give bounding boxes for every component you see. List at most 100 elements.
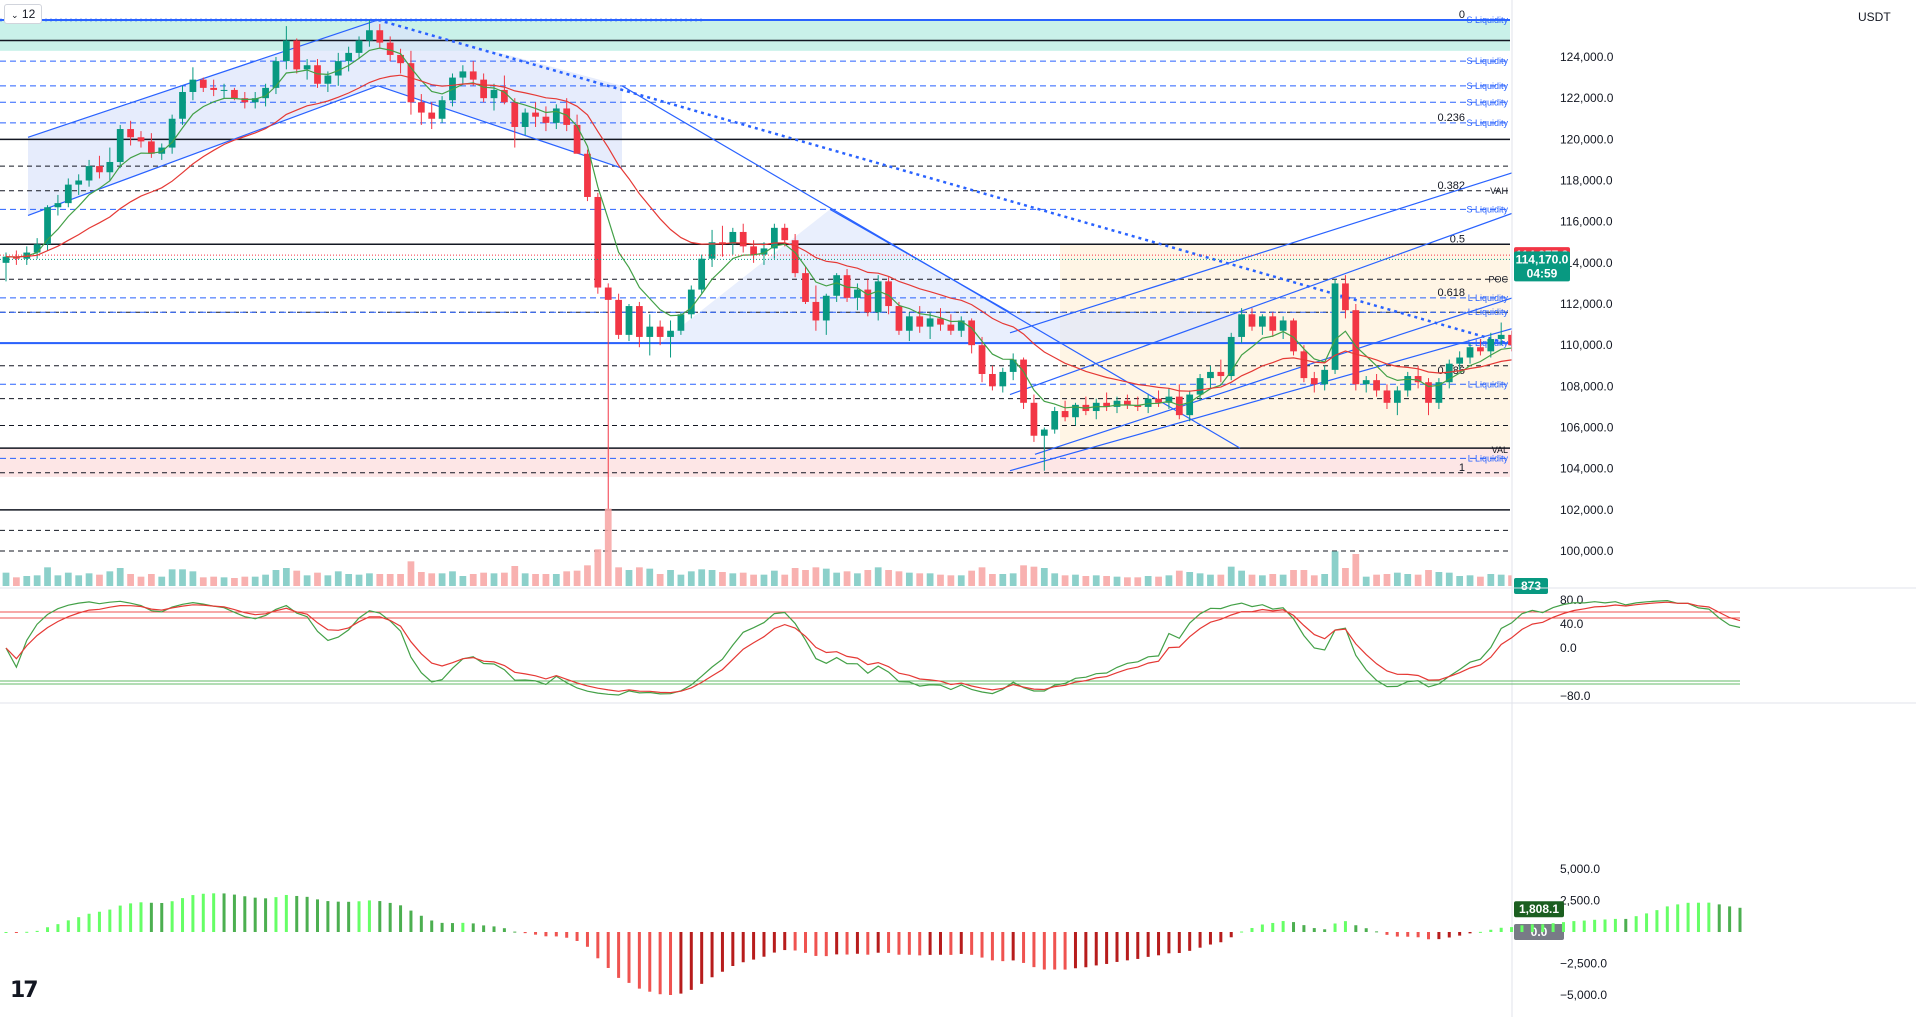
volume-bar	[1175, 570, 1183, 586]
candle	[698, 254, 706, 294]
histogram-bar	[461, 922, 465, 932]
histogram-bar	[56, 924, 60, 932]
candle	[480, 73, 488, 103]
histogram-bar	[1385, 932, 1389, 935]
volume-bar	[314, 572, 321, 586]
candle-body	[355, 40, 363, 53]
volume-bar	[1020, 565, 1027, 586]
histogram-bar	[492, 926, 496, 932]
candle-body	[407, 63, 415, 103]
histogram-bar	[35, 930, 39, 932]
price-axis-bg	[1512, 0, 1916, 1017]
volume-bar	[874, 567, 882, 586]
volume-bar	[324, 575, 332, 586]
candle-body	[667, 330, 674, 337]
candle-body	[469, 71, 477, 80]
candle	[1383, 384, 1391, 409]
volume-bar	[760, 574, 768, 586]
candle-body	[729, 231, 737, 245]
volume-bar	[916, 573, 924, 586]
candle	[687, 285, 695, 319]
price-tick-label: 106,000.0	[1560, 421, 1614, 435]
candle-body	[272, 61, 280, 88]
candle	[75, 174, 83, 195]
tradingview-logo-icon: 17	[10, 978, 39, 1003]
hist-tick-label: 5,000.0	[1560, 862, 1600, 876]
candle-body	[480, 79, 488, 99]
candle-body	[1165, 396, 1173, 403]
candle-body	[334, 61, 342, 76]
volume-bar	[854, 573, 861, 586]
candle	[1445, 359, 1453, 389]
histogram-bar	[1188, 932, 1192, 951]
volume-bar	[1456, 576, 1464, 586]
histogram-bar	[1312, 928, 1316, 932]
histogram-bar	[1696, 902, 1700, 932]
candle	[210, 79, 218, 97]
trend-line	[377, 18, 1881, 452]
candle-body	[1186, 394, 1194, 416]
candle	[376, 24, 384, 49]
candle	[272, 57, 280, 95]
histogram-bar	[1073, 932, 1077, 969]
candle-body	[1497, 334, 1505, 339]
price-tick-label: 110,000.0	[1560, 338, 1613, 352]
candle	[355, 36, 363, 60]
histogram-bar	[1219, 932, 1223, 943]
volume-bar	[770, 570, 778, 586]
histogram-bar	[399, 905, 403, 932]
price-tick-label: 114,000.0	[1560, 256, 1613, 270]
candle-body	[1342, 283, 1349, 311]
volume-bar	[968, 570, 976, 586]
interval-button[interactable]: ⌄ 12	[4, 4, 43, 24]
candle-body	[989, 373, 996, 387]
histogram-bar	[1136, 932, 1140, 959]
volume-bar	[1497, 574, 1505, 586]
candle-body	[698, 258, 706, 290]
histogram-bar	[1302, 925, 1306, 932]
candle	[293, 38, 301, 74]
candle	[459, 65, 467, 84]
volume-bar	[272, 570, 280, 586]
volume-bar	[1061, 575, 1069, 586]
candle-body	[1331, 283, 1339, 370]
candle-body	[781, 227, 789, 241]
histogram-bar	[212, 893, 216, 932]
volume-bar	[13, 577, 20, 586]
volume-bar	[231, 578, 238, 586]
candle-body	[251, 98, 259, 103]
volume-bar	[989, 574, 996, 586]
price-tick-label: 118,000.0	[1560, 174, 1613, 188]
candle	[532, 102, 539, 127]
candle	[656, 320, 664, 346]
volume-bar	[2, 572, 10, 586]
liquidity-label: S Liquidity	[1466, 15, 1508, 25]
volume-bar	[1207, 574, 1214, 586]
candle	[1425, 378, 1432, 416]
candle-body	[168, 118, 176, 148]
histogram-bar	[232, 894, 236, 932]
volume-bar	[355, 574, 363, 586]
candle-body	[220, 89, 228, 91]
volume-bar	[957, 575, 965, 586]
profile-label: VAL	[1492, 445, 1508, 455]
candle-body	[1238, 314, 1245, 337]
volume-bar	[1040, 568, 1048, 586]
volume-bar	[1466, 575, 1474, 586]
candle-body	[594, 196, 602, 288]
candle	[1248, 308, 1256, 331]
candle	[1435, 378, 1443, 409]
candle-body	[905, 316, 913, 331]
histogram-bar	[783, 932, 787, 951]
candle-body	[822, 295, 830, 321]
histogram-bar	[502, 928, 506, 932]
candle-body	[968, 320, 976, 346]
volume-bar	[366, 573, 373, 586]
volume-bar	[1051, 573, 1059, 586]
volume-bar	[33, 575, 41, 586]
volume-bar	[646, 568, 654, 586]
candle-body	[854, 289, 861, 298]
candle-body	[687, 289, 695, 315]
